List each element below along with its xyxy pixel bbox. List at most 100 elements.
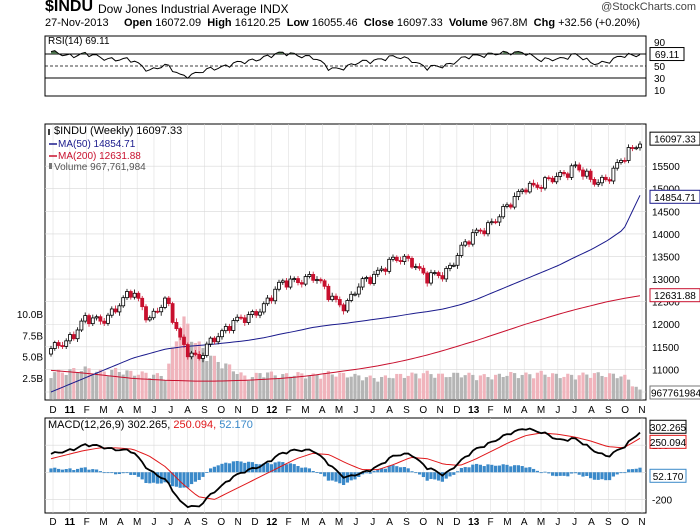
macd-histogram-bar <box>220 463 224 473</box>
volume-bar <box>114 367 118 399</box>
candle-body <box>71 334 76 340</box>
candle-body <box>296 278 300 283</box>
volume-bar <box>338 372 342 399</box>
volume-value: 967.8M <box>490 17 528 29</box>
volume-bar <box>444 377 448 399</box>
volume-bar <box>414 373 418 399</box>
candle-body <box>577 164 582 171</box>
macd-histogram-bar <box>566 472 570 477</box>
close-value: 16097.33 <box>396 17 443 29</box>
candle-body <box>413 266 418 268</box>
macd-histogram-bar <box>174 472 178 487</box>
volume-bar <box>159 375 163 399</box>
open-label: Open <box>124 17 153 29</box>
macd-histogram-bar <box>319 472 323 474</box>
candle-body <box>258 311 262 316</box>
candle-body <box>421 267 426 274</box>
macd-histogram-bar <box>216 465 220 473</box>
candle-body <box>201 355 205 359</box>
macd-histogram-bar <box>292 464 296 473</box>
macd-histogram-bar <box>171 472 175 487</box>
month-label-M: M <box>133 517 141 528</box>
volume-bar <box>49 378 53 399</box>
macd-histogram-bar <box>608 472 612 481</box>
copyright-text[interactable]: @StockCharts.com <box>601 1 696 13</box>
macd-legend-part-0: MACD(12,26,9) <box>48 419 127 431</box>
macd-histogram-bar <box>630 469 634 473</box>
volume-bar <box>573 379 577 399</box>
macd-histogram-bar <box>383 468 387 473</box>
macd-histogram-bar <box>520 466 524 473</box>
month-label-A: A <box>319 405 326 416</box>
rsi-tick-30: 30 <box>654 74 666 85</box>
volume-bar <box>471 374 475 399</box>
candle-body <box>284 280 289 288</box>
candle-body <box>463 241 468 246</box>
volume-bar <box>463 375 467 399</box>
month-label-A: A <box>588 405 595 416</box>
month-label-D: D <box>49 517 56 528</box>
macd-histogram-bar <box>79 467 83 473</box>
macd-histogram-bar <box>228 463 232 473</box>
candle-body <box>535 184 540 188</box>
macd-histogram-bar <box>456 471 460 473</box>
volume-bar <box>144 372 148 399</box>
macd-histogram-bar <box>368 472 372 474</box>
candle-body <box>125 291 129 299</box>
month-label-A: A <box>521 517 528 528</box>
close-label: Close <box>363 17 394 29</box>
month-label-J: J <box>555 405 560 416</box>
macd-signal-label: 250.094 <box>650 438 687 449</box>
candle-body <box>235 316 240 321</box>
candle-body <box>140 297 145 308</box>
candle-body <box>436 272 441 277</box>
macd-histogram-bar <box>193 472 197 482</box>
month-label-N: N <box>638 517 645 528</box>
macd-histogram-bar <box>410 471 414 473</box>
ma50-value-label-box <box>649 189 700 204</box>
price-legend-ma200: MA(200) 12631.88 <box>58 151 141 162</box>
macd-histogram-bar <box>429 472 433 479</box>
macd-histogram-bar <box>201 472 205 477</box>
macd-histogram-bar <box>72 470 76 473</box>
candle-body <box>117 305 122 313</box>
volume-bar <box>615 378 619 399</box>
candle-body <box>444 268 449 280</box>
macd-histogram-bar <box>338 472 342 484</box>
volume-bar <box>136 374 140 399</box>
month-label-11: 11 <box>65 517 76 528</box>
volume-bar <box>353 373 357 399</box>
volume-bar <box>368 375 372 399</box>
volume-bar <box>292 375 296 399</box>
volume-bar <box>235 374 239 399</box>
volume-bar <box>190 341 194 399</box>
macd-histogram-bar <box>53 467 57 473</box>
volume-bar <box>619 376 623 399</box>
month-label-A: A <box>386 517 393 528</box>
macd-histogram-bar <box>380 468 384 473</box>
macd-histogram-bar <box>459 467 463 473</box>
macd-histogram-bar <box>433 472 437 480</box>
candle-body <box>493 221 498 224</box>
volume-bar <box>262 377 266 399</box>
volume-bar <box>239 372 243 399</box>
macd-histogram-bar <box>64 469 68 473</box>
volume-bar <box>117 372 121 399</box>
macd-histogram-bar <box>224 462 228 473</box>
volume-bar <box>205 361 209 399</box>
macd-histogram-bar <box>285 464 289 473</box>
candle-body <box>546 177 551 180</box>
volume-bar <box>604 377 608 399</box>
candle-body <box>155 310 160 313</box>
candle-body <box>394 256 399 261</box>
macd-histogram-bar <box>440 472 444 482</box>
volume-bar <box>60 372 64 399</box>
volume-bar <box>611 373 615 399</box>
month-label-N: N <box>436 517 443 528</box>
volume-bar <box>250 377 254 399</box>
volume-bar <box>102 371 106 399</box>
macd-histogram-bar <box>543 471 547 473</box>
month-label-D: D <box>251 517 258 528</box>
high-label: High <box>207 17 232 29</box>
candle-body <box>208 337 213 345</box>
